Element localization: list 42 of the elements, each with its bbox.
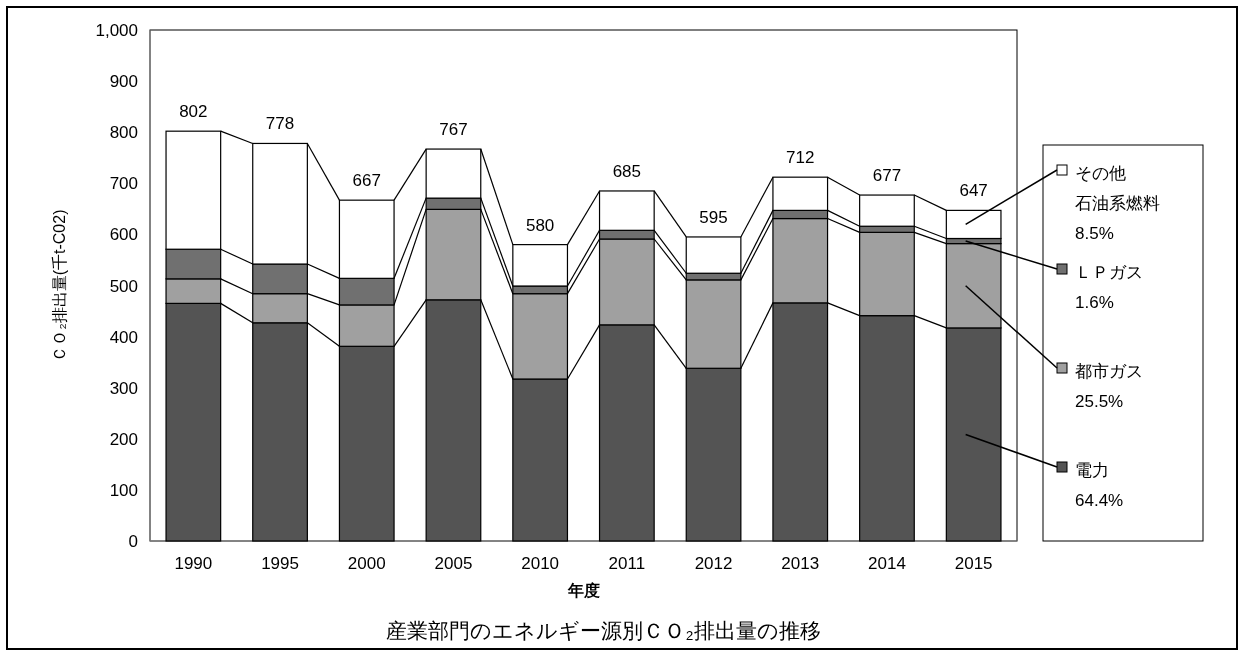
total-label: 778: [265, 114, 295, 134]
y-tick-label: 800: [109, 123, 138, 143]
x-tick-label: 2005: [434, 554, 473, 573]
y-tick-label: 100: [109, 480, 138, 500]
total-label: 802: [179, 102, 208, 122]
text: 64.4%: [1075, 491, 1124, 510]
y-tick-label: 300: [109, 378, 138, 398]
y-tick-label: 1,000: [95, 21, 138, 40]
x-tick-label: 1995: [261, 554, 299, 573]
legend-label: その他石油系燃料: [1075, 164, 1160, 213]
legend-label: ＬＰガス: [1075, 263, 1143, 282]
x-tick-label: 2010: [521, 554, 560, 573]
x-tick-label: 2013: [781, 554, 820, 573]
x-tick-label: 2015: [954, 554, 993, 573]
text: 産業部門のエネルギー源別ＣＯ₂排出量の推移: [386, 619, 821, 642]
total-label: 580: [525, 215, 555, 235]
legend-label: 電力: [1075, 461, 1109, 480]
y-tick-label: 0: [128, 532, 138, 551]
y-tick-label: 900: [109, 72, 138, 92]
x-tick-label: 2012: [694, 554, 733, 573]
y-axis-title: ＣＯ₂排出量(千t-C02): [51, 209, 68, 362]
total-label: 677: [872, 166, 902, 186]
text: 1.6%: [1075, 293, 1114, 312]
x-tick-label: 2011: [608, 554, 646, 573]
y-tick-label: 700: [109, 174, 138, 194]
total-label: 712: [786, 148, 815, 168]
x-tick-label: 2014: [868, 554, 906, 573]
total-label: 647: [959, 181, 988, 201]
total-label: 685: [612, 161, 642, 181]
y-tick-label: 500: [109, 276, 138, 296]
y-tick-label: 400: [109, 327, 138, 347]
x-axis-title: 年度: [566, 581, 600, 599]
x-tick-label: 2000: [347, 554, 386, 573]
x-tick-label: 1990: [174, 554, 213, 573]
y-tick-label: 200: [109, 429, 138, 449]
total-label: 667: [352, 171, 381, 191]
total-label: 595: [699, 207, 728, 227]
y-tick-label: 600: [109, 225, 138, 245]
legend-label: 都市ガス: [1075, 362, 1143, 381]
text: 8.5%: [1075, 224, 1114, 243]
total-label: 767: [439, 120, 468, 140]
text: 25.5%: [1075, 392, 1124, 411]
